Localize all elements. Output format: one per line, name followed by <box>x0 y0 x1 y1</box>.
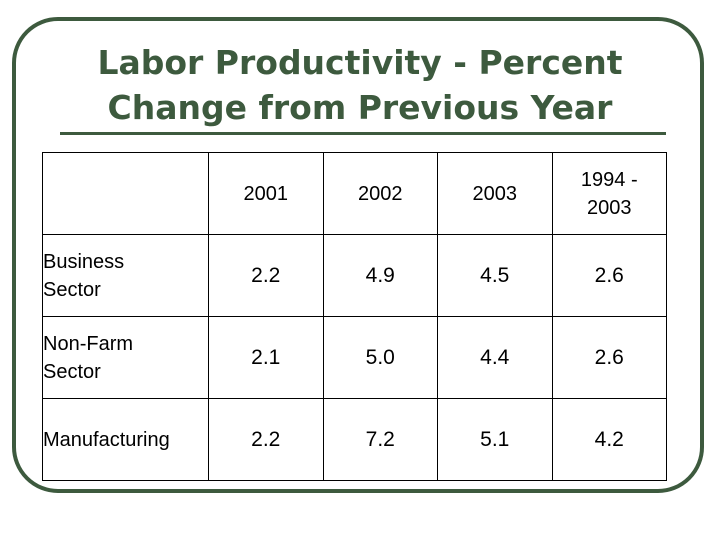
value-cell: 4.9 <box>322 234 438 317</box>
table-header-row: 2001 2002 2003 1994 - 2003 <box>42 152 667 235</box>
productivity-table: 2001 2002 2003 1994 - 2003 Business Sect… <box>42 152 667 481</box>
row-label-business-sector: Business Sector <box>42 234 209 317</box>
table-row: Non-Farm Sector 2.1 5.0 4.4 2.6 <box>42 316 667 399</box>
slide-title-line-1: Labor Productivity - Percent <box>97 43 623 82</box>
value-cell: 2.6 <box>551 316 667 399</box>
header-1994-2003: 1994 - 2003 <box>551 152 667 235</box>
value-cell: 4.5 <box>437 234 553 317</box>
value-cell: 2.1 <box>208 316 324 399</box>
value-cell: 2.2 <box>208 398 324 481</box>
slide-frame <box>12 17 704 493</box>
header-corner-cell <box>42 152 209 235</box>
table-row: Manufacturing 2.2 7.2 5.1 4.2 <box>42 398 667 481</box>
header-2002: 2002 <box>322 152 438 235</box>
row-label-line-1: Manufacturing <box>43 428 170 451</box>
value-cell: 4.4 <box>437 316 553 399</box>
value-cell: 2.6 <box>551 234 667 317</box>
row-label-line-2: Sector <box>43 360 101 383</box>
header-2001: 2001 <box>208 152 324 235</box>
header-1994-2003-line-1: 1994 - <box>580 168 638 191</box>
table-row: Business Sector 2.2 4.9 4.5 2.6 <box>42 234 667 317</box>
value-cell: 5.0 <box>322 316 438 399</box>
value-cell: 7.2 <box>322 398 438 481</box>
header-2003: 2003 <box>437 152 553 235</box>
row-label-line-1: Business <box>43 250 125 273</box>
row-label-non-farm-sector: Non-Farm Sector <box>42 316 209 399</box>
title-underline <box>60 132 666 135</box>
row-label-manufacturing: Manufacturing <box>42 398 209 481</box>
slide-title-line-2: Change from Previous Year <box>107 88 613 127</box>
value-cell: 5.1 <box>437 398 553 481</box>
header-1994-2003-line-2: 2003 <box>587 196 632 219</box>
row-label-line-1: Non-Farm <box>43 332 134 355</box>
row-label-line-2: Sector <box>43 278 101 301</box>
value-cell: 4.2 <box>551 398 667 481</box>
value-cell: 2.2 <box>208 234 324 317</box>
slide-title: Labor Productivity - Percent Change from… <box>40 40 680 130</box>
